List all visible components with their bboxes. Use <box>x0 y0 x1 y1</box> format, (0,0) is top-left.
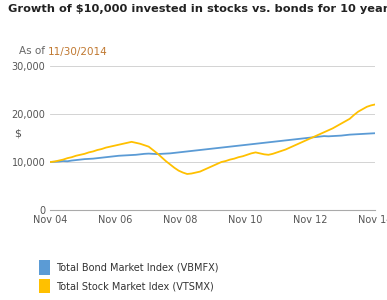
Text: Growth of $10,000 invested in stocks vs. bonds for 10 years: Growth of $10,000 invested in stocks vs.… <box>8 4 387 14</box>
Text: As of: As of <box>19 46 49 56</box>
Text: Total Bond Market Index (VBMFX): Total Bond Market Index (VBMFX) <box>56 262 219 273</box>
Y-axis label: $: $ <box>14 128 21 138</box>
Text: 11/30/2014: 11/30/2014 <box>48 46 108 56</box>
Text: Total Stock Market Idex (VTSMX): Total Stock Market Idex (VTSMX) <box>56 281 214 292</box>
